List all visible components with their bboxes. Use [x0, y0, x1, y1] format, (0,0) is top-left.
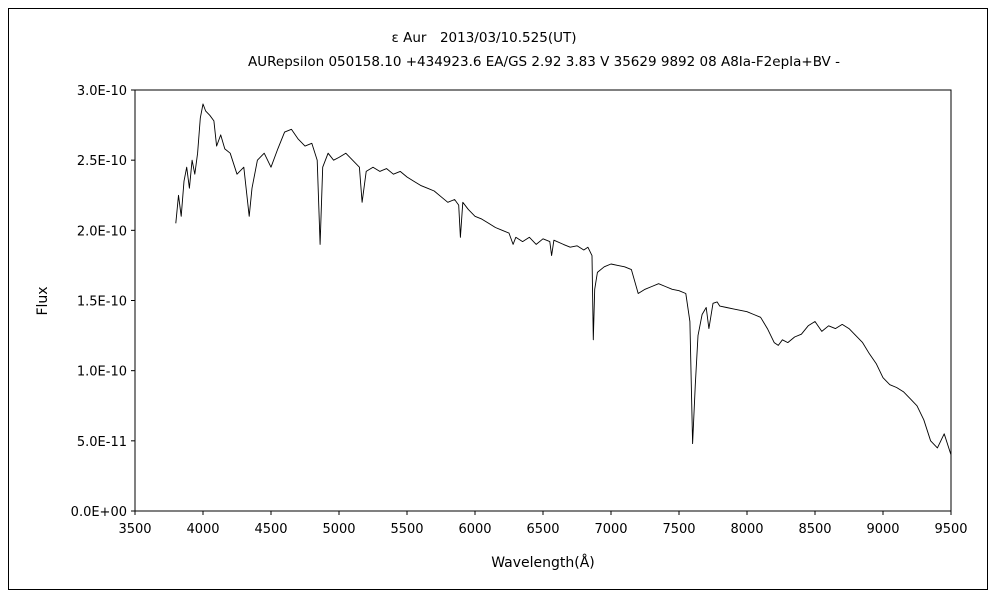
- x-tick-label: 5000: [322, 522, 355, 537]
- x-tick-label: 9500: [934, 522, 967, 537]
- y-tick-label: 1.0E-10: [77, 365, 127, 380]
- x-axis-ticks: 3500 4000 4500 5000 5500 6000 6500 7000 7500 8000…: [118, 511, 968, 537]
- y-tick-label: 3.0E-10: [77, 84, 127, 99]
- plot-area: [134, 89, 952, 512]
- x-tick-label: 4500: [254, 522, 287, 537]
- spectrum-line: [175, 103, 952, 456]
- chart-title: ε Aur 2013/03/10.525(UT): [392, 30, 577, 46]
- chart-frame: ε Aur 2013/03/10.525(UT) AURepsilon 0501…: [8, 8, 988, 590]
- x-tick-label: 9000: [866, 522, 899, 537]
- y-tick-label: 2.5E-10: [77, 154, 127, 169]
- y-axis-ticks: 0.0E+00 5.0E-11 1.0E-10 1.5E-10 2.0E-10 2.5E-…: [71, 84, 135, 520]
- x-tick-label: 7000: [594, 522, 627, 537]
- x-tick-label: 4000: [186, 522, 219, 537]
- y-tick-label: 0.0E+00: [71, 505, 127, 520]
- chart-subtitle: AURepsilon 050158.10 +434923.6 EA/GS 2.9…: [248, 54, 840, 70]
- y-axis-title: Flux: [35, 286, 51, 315]
- x-tick-label: 6500: [526, 522, 559, 537]
- x-tick-label: 5500: [390, 522, 423, 537]
- x-tick-label: 3500: [118, 522, 151, 537]
- x-tick-label: 6000: [458, 522, 491, 537]
- x-axis-title: Wavelength(Å): [491, 554, 595, 571]
- x-tick-label: 8000: [730, 522, 763, 537]
- x-tick-label: 8500: [798, 522, 831, 537]
- y-tick-label: 2.0E-10: [77, 224, 127, 239]
- y-tick-label: 5.0E-11: [77, 435, 127, 450]
- y-tick-label: 1.5E-10: [77, 295, 127, 310]
- spectrum-chart: ε Aur 2013/03/10.525(UT) AURepsilon 0501…: [35, 30, 968, 571]
- x-tick-label: 7500: [662, 522, 695, 537]
